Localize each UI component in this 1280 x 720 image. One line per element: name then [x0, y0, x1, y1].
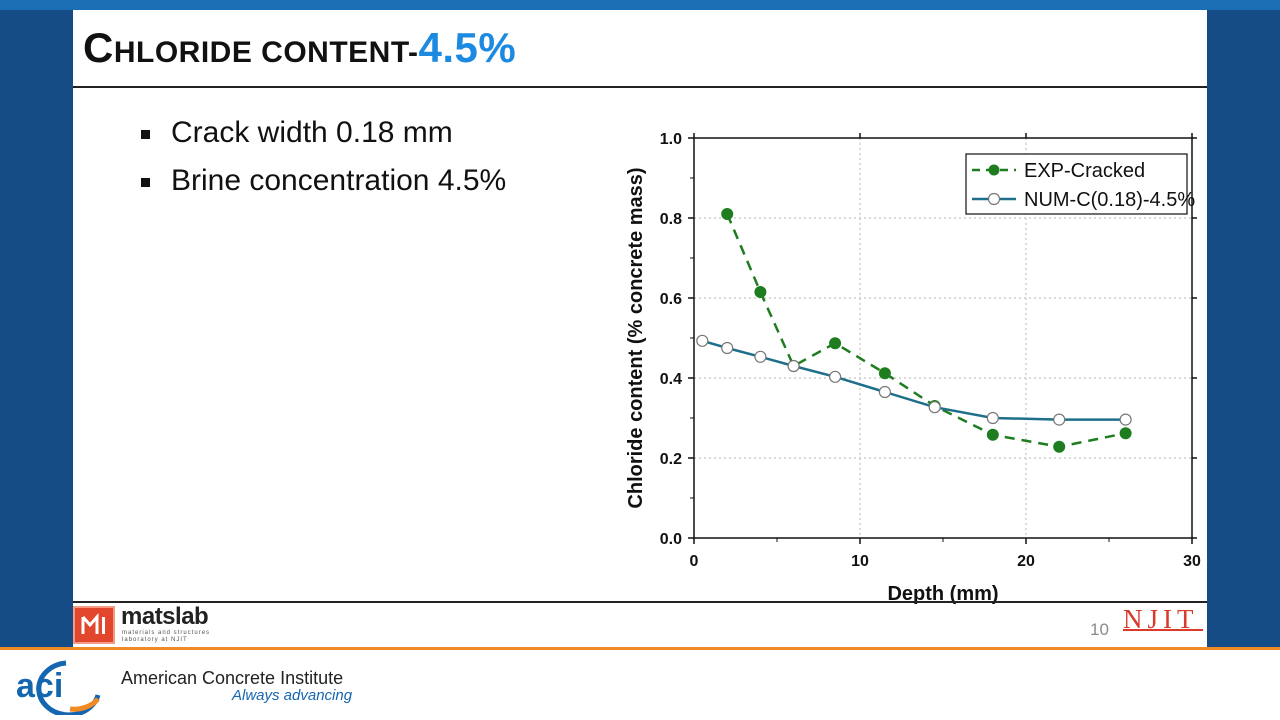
matslab-logo-icon: [73, 606, 115, 644]
bullet-text: Crack width 0.18 mm: [171, 116, 453, 149]
title-initial: C: [83, 24, 114, 71]
legend-label: EXP-Cracked: [1024, 160, 1145, 182]
x-tick-label: 20: [1017, 553, 1035, 570]
data-point: [986, 428, 999, 441]
chloride-depth-chart: 0 10 20 30 0.0 0.2 0.4 0.6 0.8 1.0 Depth (mm) Chlor…: [625, 131, 1201, 605]
data-point: [721, 341, 734, 355]
data-point: [721, 208, 734, 220]
data-point: [754, 286, 767, 298]
top-accent-strip: [0, 0, 1280, 10]
legend-box: [965, 153, 1188, 215]
slide-canvas: CHLORIDE CONTENT-4.5% Crack width 0.18 m…: [73, 10, 1207, 647]
data-point: [1053, 413, 1066, 426]
bullet-text: Brine concentration 4.5%: [171, 164, 507, 197]
y-tick-label: 0.6: [660, 291, 682, 308]
y-tick-label: 1.0: [660, 131, 682, 148]
data-point: [928, 401, 941, 414]
y-axis-label: Chloride content (% concrete mass): [625, 167, 647, 508]
org-tagline: Always advancing: [232, 687, 353, 704]
y-tick-label: 0.2: [660, 451, 682, 468]
data-point: [1053, 440, 1066, 453]
y-tick-label: 0.4: [660, 371, 682, 388]
x-tick-label: 0: [690, 553, 699, 570]
y-tick-label: 0.0: [660, 531, 682, 548]
bullet-square-icon: [141, 178, 150, 187]
legend-marker: [987, 192, 1001, 206]
bullet-item: Brine concentration 4.5%: [139, 164, 506, 212]
org-name: American Concrete Institute: [121, 668, 344, 688]
series-line: [701, 339, 1126, 421]
y-tick-label: 0.8: [660, 211, 682, 228]
data-point: [1119, 427, 1132, 440]
title-accent: 4.5%: [418, 24, 517, 71]
footer-divider: [73, 601, 1207, 603]
aci-logo-text: aci: [16, 667, 63, 705]
legend-marker: [988, 164, 1000, 176]
data-point: [787, 359, 800, 373]
legend-label: NUM-C(0.18)-4.5%: [1024, 189, 1195, 211]
data-point: [696, 334, 709, 347]
footer-orange-rule: [0, 647, 1280, 650]
title-main: HLORIDE CONTENT-: [113, 36, 419, 69]
slide-title: CHLORIDE CONTENT-4.5%: [83, 24, 516, 72]
x-tick-label: 30: [1183, 553, 1201, 570]
aci-logo: aci: [16, 660, 101, 715]
bullet-item: Crack width 0.18 mm: [139, 116, 506, 164]
title-divider: [73, 86, 1207, 88]
x-tick-label: 10: [851, 553, 869, 570]
data-point: [829, 337, 842, 350]
data-point: [1119, 413, 1132, 426]
university-logo-underline: [1123, 629, 1203, 631]
x-axis-label: Depth (mm): [887, 583, 998, 605]
data-point: [986, 411, 999, 425]
data-point: [878, 367, 891, 380]
data-point: [878, 385, 891, 399]
page-number: 10: [1090, 620, 1109, 639]
bullet-list: Crack width 0.18 mm Brine concentration …: [139, 116, 506, 212]
data-point: [754, 350, 767, 363]
lab-subtitle: materials and structures laboratory at N…: [122, 630, 211, 643]
series-line: [726, 213, 1126, 449]
bullet-square-icon: [141, 130, 150, 139]
lab-name: matslab: [121, 603, 209, 630]
data-point: [829, 370, 842, 383]
